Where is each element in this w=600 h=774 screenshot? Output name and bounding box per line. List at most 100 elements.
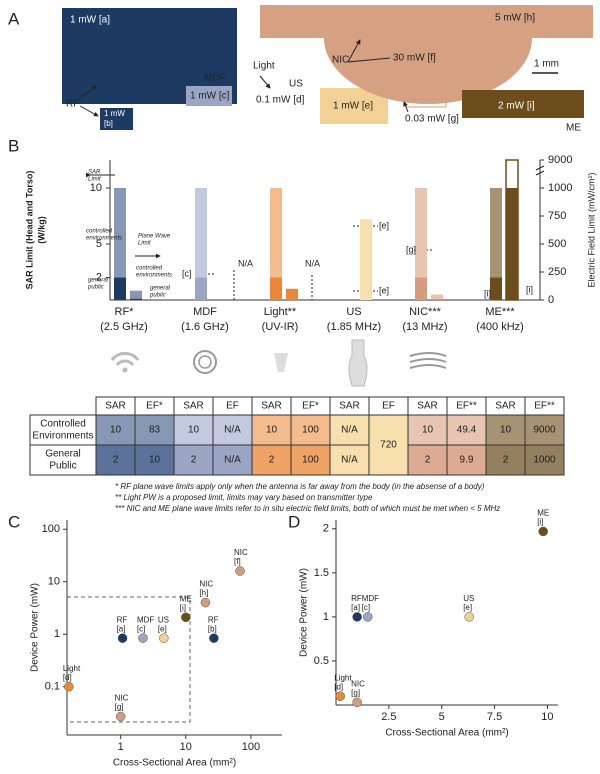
annotation: Limit xyxy=(88,177,101,183)
table-header: EF** xyxy=(456,401,477,412)
panel-label: D xyxy=(288,512,300,531)
point xyxy=(464,612,474,622)
point xyxy=(362,612,373,622)
point-label: Light xyxy=(334,673,352,682)
point-label: [a] xyxy=(117,624,126,633)
device-label: 1 mm xyxy=(534,59,559,70)
table-cell xyxy=(524,414,565,446)
panel-b-decor xyxy=(85,165,545,387)
point-label: [f] xyxy=(234,557,241,566)
y-axis-title: Device Power (mW) xyxy=(299,568,310,657)
point-label: MDF xyxy=(362,594,379,603)
bar xyxy=(114,277,126,300)
table-cell xyxy=(173,444,214,476)
device-label: 1 mW [c] xyxy=(190,91,230,102)
table-cell-text: 49.4 xyxy=(457,425,477,436)
annotation: [g] xyxy=(406,244,416,254)
table-cell xyxy=(485,414,526,446)
table-cell-text: 9.9 xyxy=(460,455,474,466)
point xyxy=(181,612,191,623)
panel-label: A xyxy=(8,9,20,28)
annotation: public xyxy=(149,293,166,299)
table-cell-text: 2 xyxy=(269,455,275,466)
point-label: NIC xyxy=(115,694,129,703)
point-label: RF xyxy=(208,615,219,624)
annotation: controlled xyxy=(136,266,163,272)
x-tick-label: (1.85 MHz) xyxy=(327,321,381,333)
x-tick-label: (2.5 GHz) xyxy=(100,321,148,333)
x-tick-label: NIC*** xyxy=(409,306,442,318)
x-tick-label: RF* xyxy=(115,306,135,318)
x-tick-label: 2.5 xyxy=(381,711,396,723)
zoom-region xyxy=(66,596,191,723)
bar xyxy=(360,219,372,300)
table-cell xyxy=(524,444,565,476)
y-tick-label: 2 xyxy=(323,523,329,535)
table-header: EF xyxy=(382,401,395,412)
device-label: 0.1 mW [d] xyxy=(256,95,305,106)
device-label: MDF xyxy=(204,73,226,84)
table-header: EF** xyxy=(534,401,555,412)
annotation: Plane Wave xyxy=(138,234,171,240)
table-cell xyxy=(134,444,175,476)
x-tick-label: US xyxy=(346,306,361,318)
table-cell xyxy=(485,444,526,476)
point xyxy=(352,612,362,622)
device-label: 1 mW [a] xyxy=(70,15,110,26)
arrow xyxy=(347,39,361,63)
rf-icon xyxy=(122,367,128,373)
annotation: [c] xyxy=(182,268,192,278)
table-cell-text: 10 xyxy=(149,455,161,466)
device-label: US xyxy=(289,79,303,90)
bar xyxy=(506,188,518,300)
row-label: Public xyxy=(49,461,76,472)
point-label: US xyxy=(463,594,474,603)
point xyxy=(209,633,219,643)
annotation: [i] xyxy=(526,284,533,294)
point xyxy=(159,633,169,643)
y-tick-label: 1.5 xyxy=(314,567,329,579)
bar xyxy=(490,277,502,300)
us-icon xyxy=(348,339,368,387)
y2-tick-label: 250 xyxy=(548,266,566,278)
y-tick-label: 10 xyxy=(48,576,60,588)
point-label: [e] xyxy=(463,603,472,612)
y-tick-label: 100 xyxy=(42,523,60,535)
point-label: ME xyxy=(537,509,549,518)
point-label: [i] xyxy=(537,518,543,527)
point-label: [h] xyxy=(199,589,208,598)
table-cell-text: 9000 xyxy=(533,425,556,436)
table-header: SAR xyxy=(183,401,204,412)
point xyxy=(64,681,74,692)
table-cell xyxy=(446,414,487,446)
annotation: [i] xyxy=(484,288,491,298)
device-b xyxy=(100,108,133,130)
arrow xyxy=(79,105,99,117)
point-label: MDF xyxy=(137,615,154,624)
device-label: [b] xyxy=(104,119,113,128)
point xyxy=(138,633,148,643)
device-label: 1 mW [e] xyxy=(333,101,373,112)
bar xyxy=(130,298,142,300)
point xyxy=(115,711,126,722)
bar xyxy=(286,288,298,300)
x-tick-label: ME*** xyxy=(485,306,515,318)
point-label: [c] xyxy=(137,624,145,633)
device-label: ME xyxy=(566,123,581,134)
x-tick-label: 100 xyxy=(242,741,260,753)
y2-tick-label: 500 xyxy=(548,238,566,250)
annotation: [e] xyxy=(379,285,389,295)
y-tick-label: 5 xyxy=(96,238,102,250)
annotation: environments xyxy=(86,236,122,242)
table-cell-text: 2 xyxy=(503,455,509,466)
table-header: SAR xyxy=(261,401,282,412)
annotation: general xyxy=(88,278,109,284)
device-label: 2 mW [i] xyxy=(498,101,535,112)
table-header: SAR xyxy=(105,401,126,412)
device-label: Light xyxy=(253,61,275,72)
table-cell-text: 10 xyxy=(422,425,434,436)
y-axis-title: (W/kg) xyxy=(36,216,46,244)
bar xyxy=(195,277,207,300)
table-cell xyxy=(95,444,136,476)
